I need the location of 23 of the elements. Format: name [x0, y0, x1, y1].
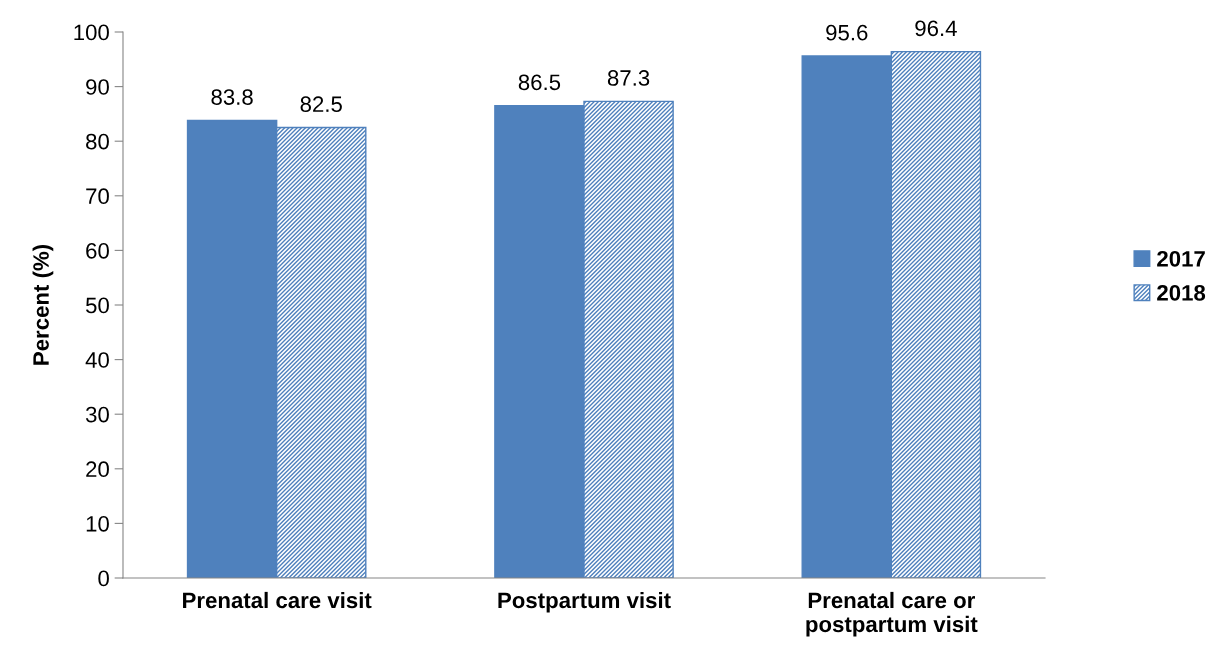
y-tick-label: 100	[74, 24, 109, 41]
x-tick-label: Prenatal care visit	[183, 591, 372, 609]
y-tick-label: 10	[86, 515, 109, 532]
y-tick-label: 30	[85, 406, 109, 423]
data-label: 82.5	[300, 96, 342, 113]
data-label: 87.3	[607, 70, 650, 86]
data-label: 83.8	[211, 89, 253, 105]
legend-label: 2018	[1157, 284, 1206, 301]
y-tick-label: 40	[85, 352, 109, 368]
y-tick-label: 20	[86, 461, 109, 478]
y-tick-label: 90	[86, 79, 109, 95]
data-label: 96.4	[915, 20, 957, 37]
y-tick-label: 0	[98, 570, 109, 587]
y-tick-label: 80	[86, 133, 109, 150]
x-tick-label: Prenatal care or postpartum visit	[806, 591, 978, 637]
y-tick-label: 60	[86, 242, 109, 259]
y-tick-label: 50	[85, 297, 109, 314]
x-tick-label: Postpartum visit	[498, 591, 671, 613]
legend-label: 2017	[1157, 250, 1205, 267]
y-axis-title: Percent (%)	[32, 244, 54, 365]
data-label: 86.5	[518, 74, 561, 91]
y-tick-label: 70	[86, 188, 109, 205]
data-label: 95.6	[826, 24, 868, 41]
